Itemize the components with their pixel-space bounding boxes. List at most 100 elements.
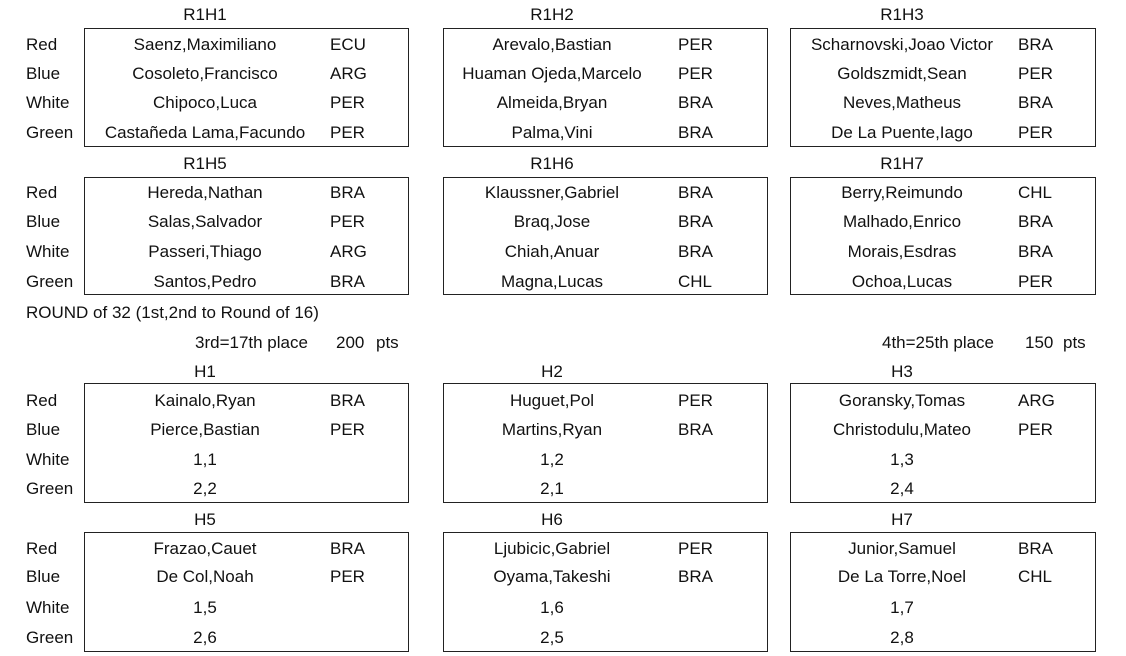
lane-label-white: White [26, 93, 70, 112]
athlete-country: ARG [330, 242, 367, 261]
athlete-name: 2,8 [890, 628, 914, 647]
athlete-country: BRA [678, 242, 713, 261]
athlete-name: Malhado,Enrico [842, 212, 962, 231]
lane-label-blue: Blue [26, 64, 61, 83]
athlete-name: Hereda,Nathan [147, 183, 263, 202]
athlete-name: Oyama,Takeshi [493, 567, 611, 586]
athlete-country: BRA [678, 93, 713, 112]
athlete-name: Chipoco,Luca [153, 93, 257, 112]
r32-heat-box [84, 383, 409, 503]
athlete-country: BRA [678, 212, 713, 231]
athlete-name: Christodulu,Mateo [833, 420, 971, 439]
athlete-name: Salas,Salvador [147, 212, 263, 231]
athlete-name: Braq,Jose [513, 212, 591, 231]
athlete-name: Almeida,Bryan [496, 93, 608, 112]
athlete-name: 2,2 [193, 479, 217, 498]
athlete-name: Magna,Lucas [500, 272, 604, 291]
r32-heat-box [790, 383, 1096, 503]
r32-heat-title: H1 [194, 362, 216, 381]
r1-heat-box [790, 28, 1096, 147]
athlete-country: BRA [1018, 539, 1053, 558]
r1-heat-title: R1H1 [183, 5, 227, 24]
lane-label-green: Green [26, 272, 74, 291]
lane-label-white: White [26, 598, 70, 617]
athlete-country: BRA [1018, 212, 1053, 231]
athlete-country: BRA [1018, 93, 1053, 112]
athlete-country: BRA [678, 420, 713, 439]
athlete-name: Huaman Ojeda,Marcelo [462, 64, 642, 83]
athlete-country: BRA [678, 123, 713, 142]
fourth-place-points: 150 [1025, 333, 1054, 352]
athlete-name: De Col,Noah [156, 567, 254, 586]
athlete-country: PER [330, 212, 365, 231]
athlete-name: Ochoa,Lucas [851, 272, 953, 291]
r1-heat-title: R1H2 [530, 5, 574, 24]
fourth-place-label: 4th=25th place [882, 333, 995, 352]
athlete-name: 1,6 [540, 598, 564, 617]
third-place-pts-label: pts [376, 333, 399, 352]
athlete-name: Berry,Reimundo [841, 183, 963, 202]
lane-label-green: Green [26, 123, 74, 142]
athlete-name: Palma,Vini [511, 123, 593, 142]
athlete-name: Junior,Samuel [848, 539, 956, 558]
athlete-name: 2,5 [540, 628, 564, 647]
athlete-name: 1,5 [193, 598, 217, 617]
athlete-country: PER [678, 35, 713, 54]
r1-heat-box [443, 28, 768, 147]
athlete-name: Santos,Pedro [153, 272, 257, 291]
athlete-name: Chiah,Anuar [504, 242, 600, 261]
r1-heat-title: R1H7 [880, 154, 924, 173]
r32-heat-box [790, 532, 1096, 652]
athlete-country: BRA [678, 183, 713, 202]
lane-label-red: Red [26, 391, 58, 410]
athlete-name: Goransky,Tomas [838, 391, 966, 410]
r1-heat-title: R1H5 [183, 154, 227, 173]
r1-heat-title: R1H3 [880, 5, 924, 24]
athlete-country: BRA [1018, 35, 1053, 54]
athlete-country: PER [678, 539, 713, 558]
athlete-country: BRA [678, 567, 713, 586]
r32-heat-title: H3 [891, 362, 913, 381]
athlete-country: PER [330, 93, 365, 112]
fourth-place-pts-label: pts [1063, 333, 1086, 352]
lane-label-red: Red [26, 35, 58, 54]
r32-heat-box [443, 383, 768, 503]
lane-label-blue: Blue [26, 420, 61, 439]
athlete-name: Castañeda Lama,Facundo [104, 123, 306, 142]
r1-heat-box [443, 177, 768, 295]
athlete-name: Pierce,Bastian [150, 420, 260, 439]
athlete-name: Cosoleto,Francisco [132, 64, 278, 83]
third-place-label: 3rd=17th place [195, 333, 308, 352]
athlete-name: Morais,Esdras [847, 242, 957, 261]
athlete-country: CHL [678, 272, 713, 291]
athlete-name: 1,2 [540, 450, 564, 469]
athlete-name: 1,3 [890, 450, 914, 469]
athlete-country: PER [678, 391, 713, 410]
athlete-country: ARG [330, 64, 367, 83]
athlete-name: 2,4 [890, 479, 914, 498]
lane-label-white: White [26, 242, 70, 261]
athlete-country: PER [330, 123, 365, 142]
athlete-name: Arevalo,Bastian [492, 35, 612, 54]
athlete-name: 2,1 [540, 479, 564, 498]
athlete-name: 1,1 [193, 450, 217, 469]
r1-heat-box [84, 28, 409, 147]
athlete-country: BRA [1018, 242, 1053, 261]
athlete-name: Goldszmidt,Sean [837, 64, 967, 83]
athlete-name: Saenz,Maximiliano [133, 35, 277, 54]
athlete-country: PER [330, 567, 365, 586]
athlete-name: Neves,Matheus [842, 93, 962, 112]
athlete-name: 1,7 [890, 598, 914, 617]
r32-heat-title: H5 [194, 510, 216, 529]
r32-heat-title: H6 [541, 510, 563, 529]
lane-label-white: White [26, 450, 70, 469]
athlete-country: PER [1018, 420, 1053, 439]
lane-label-blue: Blue [26, 212, 61, 231]
athlete-country: CHL [1018, 183, 1053, 202]
athlete-name: De La Torre,Noel [837, 567, 967, 586]
r1-heat-title: R1H6 [530, 154, 574, 173]
lane-label-blue: Blue [26, 567, 61, 586]
round-of-32-title: ROUND of 32 (1st,2nd to Round of 16) [26, 303, 319, 322]
athlete-name: De La Puente,Iago [831, 123, 973, 142]
athlete-name: Klaussner,Gabriel [484, 183, 620, 202]
